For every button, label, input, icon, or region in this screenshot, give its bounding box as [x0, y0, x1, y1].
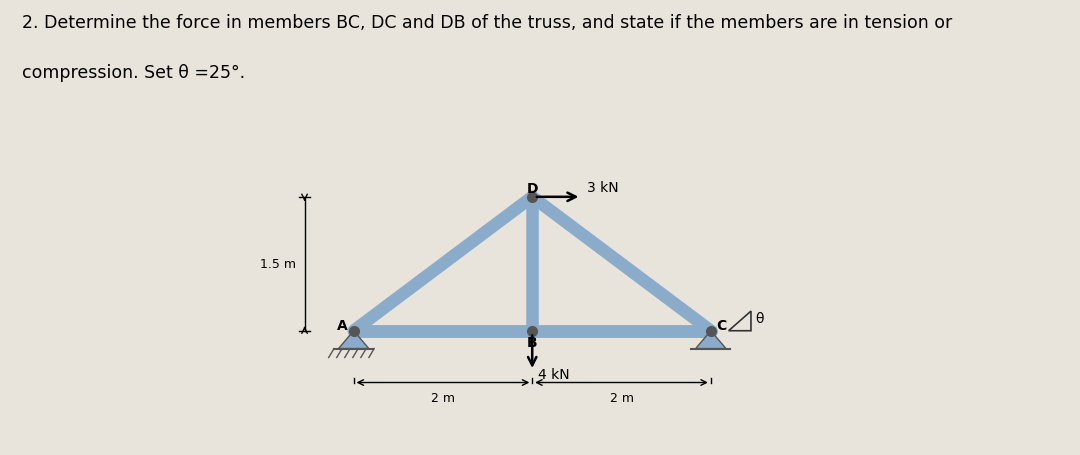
Polygon shape [338, 331, 369, 349]
Text: 1.5 m: 1.5 m [259, 258, 296, 271]
Text: 2. Determine the force in members BC, DC and DB of the truss, and state if the m: 2. Determine the force in members BC, DC… [22, 14, 951, 31]
Text: C: C [716, 318, 727, 333]
Text: B: B [527, 336, 538, 349]
Text: D: D [526, 182, 538, 196]
Text: 3 kN: 3 kN [586, 180, 619, 194]
Text: 2 m: 2 m [431, 391, 455, 404]
Text: θ: θ [755, 311, 764, 325]
Text: 4 kN: 4 kN [538, 367, 569, 381]
Text: compression. Set θ =25°.: compression. Set θ =25°. [22, 64, 245, 81]
Text: A: A [337, 318, 348, 333]
Polygon shape [696, 331, 726, 349]
Text: 2 m: 2 m [609, 391, 634, 404]
